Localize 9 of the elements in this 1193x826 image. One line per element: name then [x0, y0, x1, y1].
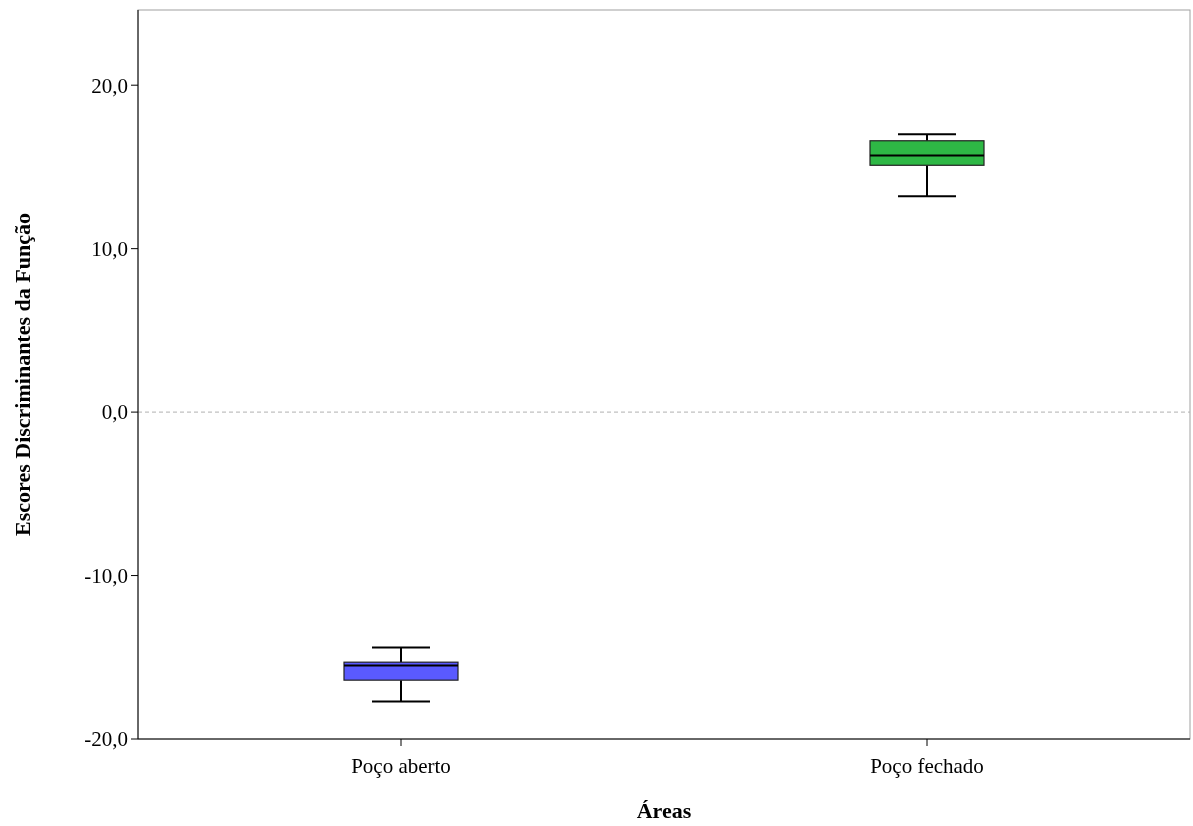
y-tick-label: -10,0	[84, 563, 128, 588]
y-axis-title: Escores Discriminantes da Função	[10, 213, 35, 536]
x-axis-title: Áreas	[636, 798, 692, 823]
y-tick-label: -20,0	[84, 727, 128, 752]
y-tick-label: 0,0	[101, 400, 128, 425]
x-tick-label: Poço aberto	[351, 754, 451, 778]
x-tick-label: Poço fechado	[870, 754, 984, 778]
y-tick-label: 10,0	[91, 236, 128, 261]
y-tick-label: 20,0	[91, 73, 128, 98]
